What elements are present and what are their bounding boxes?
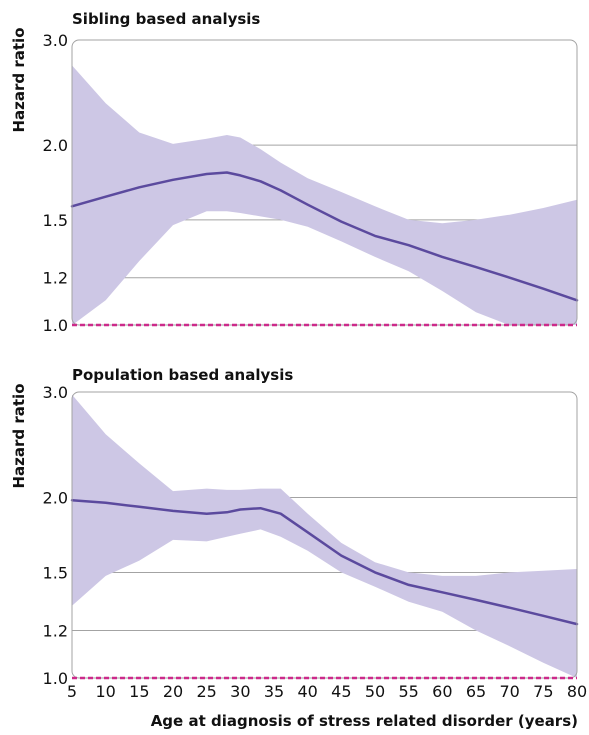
y-axis-label: Hazard ratio — [10, 383, 28, 488]
y-tick-label: 2.0 — [43, 489, 68, 508]
x-axis-label: Age at diagnosis of stress related disor… — [151, 712, 578, 730]
panel-title: Sibling based analysis — [72, 10, 260, 28]
x-tick-label: 60 — [432, 682, 452, 701]
y-tick-label: 1.2 — [43, 622, 68, 641]
y-tick-label: 1.5 — [43, 563, 68, 582]
x-tick-label: 25 — [196, 682, 216, 701]
x-tick-label: 40 — [297, 682, 317, 701]
x-tick-label: 70 — [499, 682, 519, 701]
y-tick-label: 1.5 — [43, 211, 68, 230]
confidence-band — [72, 394, 577, 678]
panel-title: Population based analysis — [72, 366, 293, 384]
sibling-panel: Sibling based analysis Hazard ratio 1.01… — [10, 10, 579, 335]
y-tick-label: 1.0 — [43, 669, 68, 688]
confidence-band — [72, 65, 577, 325]
x-tick-label: 5 — [67, 682, 77, 701]
x-tick-label: 10 — [95, 682, 115, 701]
x-tick-label: 45 — [331, 682, 351, 701]
x-tick-label: 80 — [567, 682, 587, 701]
y-tick-label: 1.0 — [43, 316, 68, 335]
hazard-ratio-line — [70, 498, 579, 626]
y-axis-label: Hazard ratio — [10, 27, 28, 132]
y-tick-label: 1.2 — [43, 269, 68, 288]
population-panel: Population based analysis Hazard ratio 1… — [10, 366, 587, 730]
plot-area: 1.0 1.2 1.5 2.0 3.0 5 10 15 20 25 30 35 40 45 50 55 60 65… — [43, 383, 588, 701]
y-tick-label: 2.0 — [43, 136, 68, 155]
x-tick-label: 35 — [264, 682, 284, 701]
x-tick-label: 30 — [230, 682, 250, 701]
x-tick-label: 15 — [129, 682, 149, 701]
y-tick-label: 3.0 — [43, 383, 68, 402]
y-tick-label: 3.0 — [43, 31, 68, 50]
x-tick-label: 55 — [398, 682, 418, 701]
plot-area: 1.0 1.2 1.5 2.0 3.0 — [43, 31, 579, 335]
hazard-ratio-line — [70, 171, 579, 302]
x-tick-label: 20 — [163, 682, 183, 701]
x-tick-label: 75 — [533, 682, 553, 701]
x-tick-label: 65 — [466, 682, 486, 701]
x-tick-label: 50 — [365, 682, 385, 701]
